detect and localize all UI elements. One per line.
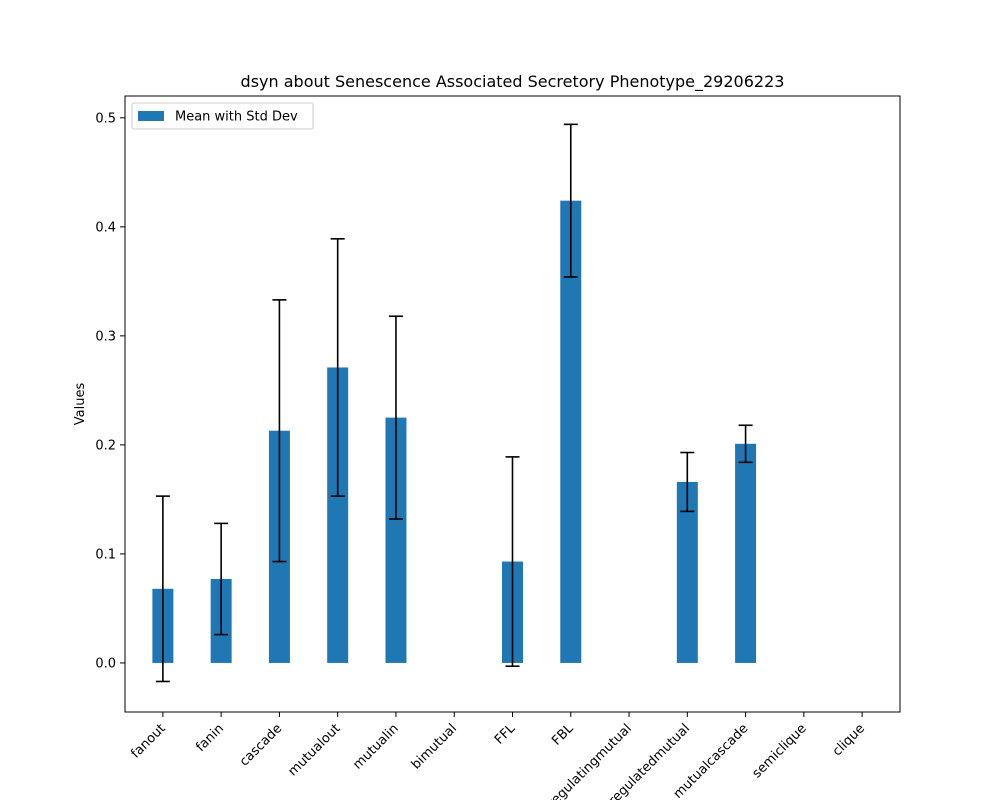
legend-swatch [138,111,164,121]
bar [385,417,407,663]
x-tick-label: fanout [128,721,168,761]
y-tick-label: 0.1 [95,547,116,562]
legend-label: Mean with Std Dev [175,110,298,125]
y-tick-label: 0.0 [95,656,116,671]
x-tick-label: bimutual [409,721,460,772]
x-tick-label: cascade [237,721,285,769]
legend-box [131,102,314,130]
y-tick-label: 0.5 [95,111,116,126]
legend: Mean with Std Dev [131,102,314,130]
x-tick-label: fanin [193,721,227,755]
chart-title: dsyn about Senescence Associated Secreto… [241,72,785,92]
x-tick-label: mutualout [285,721,343,779]
y-tick-label: 0.3 [95,329,116,344]
x-tick-label: FFL [492,721,519,748]
x-tick-label: mutualin [350,721,401,772]
bar [560,200,582,663]
y-tick-label: 0.4 [95,220,116,235]
x-tick-label: FBL [549,721,577,749]
bar [735,443,757,663]
bar [327,367,349,663]
bar [676,481,698,663]
y-axis-label: Values [73,383,88,426]
y-tick-label: 0.2 [95,438,116,453]
x-tick-label: clique [830,721,868,759]
x-tick-label: semiclique [750,721,810,781]
